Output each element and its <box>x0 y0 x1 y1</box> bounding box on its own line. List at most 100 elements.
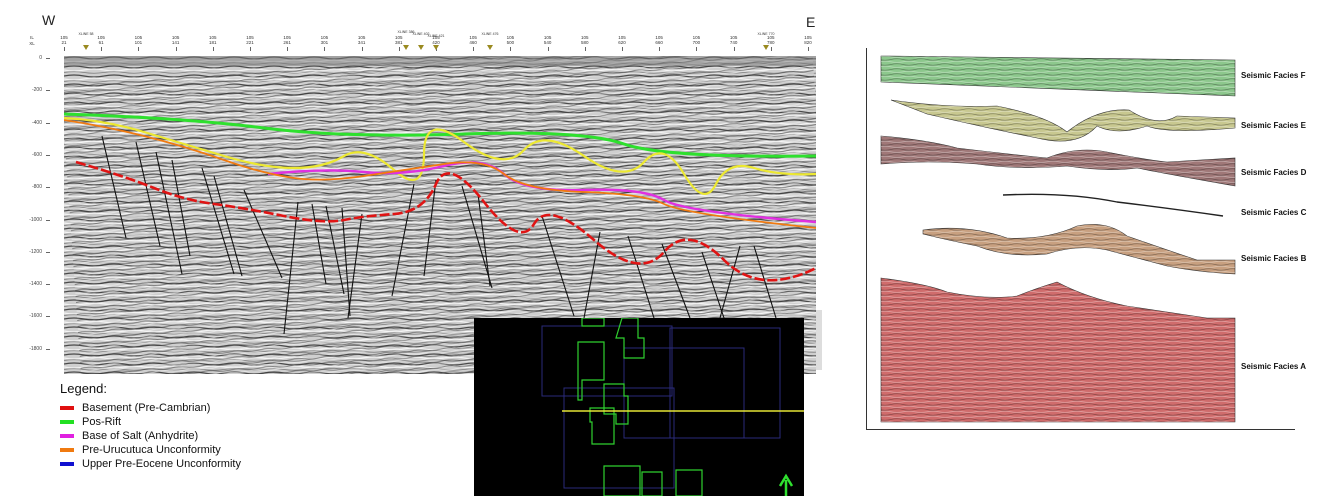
depth-tick-label: -1000 <box>29 216 42 223</box>
crossline-tick-label: 105 580 <box>581 35 589 45</box>
well-tag: XLINE 402 <box>412 32 430 36</box>
fault-lines <box>101 135 777 335</box>
north-arrow-icon <box>778 473 794 496</box>
well-marker-icon <box>403 45 409 50</box>
well-marker-icon <box>763 45 769 50</box>
crossline-tick-label: 105 141 <box>171 35 180 45</box>
legend: Basement (Pre-Cambrian) Pos-Rift Base of… <box>60 401 241 471</box>
facies-f-label: Seismic Facies F <box>1241 71 1306 80</box>
pos-rift-horizon <box>64 112 816 158</box>
seismic-section <box>64 56 816 374</box>
well-tag: XLINE 58 <box>78 32 94 36</box>
depth-tick-label: 0 <box>39 55 42 61</box>
crossline-tick-label: 105 181 <box>209 35 217 45</box>
tick-mark <box>361 47 363 51</box>
crossline-tick-label: 105 620 <box>618 35 626 45</box>
legend-item-pos-rift: Pos-Rift <box>60 415 241 429</box>
tick-mark <box>324 47 326 51</box>
legend-label: Basement (Pre-Cambrian) <box>82 402 211 414</box>
tick-mark <box>175 47 177 51</box>
legend-title: Legend: <box>60 381 107 396</box>
tick-mark <box>138 47 140 51</box>
crossline-tick-label: 105 660 <box>655 35 663 45</box>
crossline-tick-label: 105 740 <box>729 35 738 45</box>
facies-b-label: Seismic Facies B <box>1241 254 1307 263</box>
facies-panel <box>866 48 1295 430</box>
crossline-tick-label: 105 301 <box>320 35 329 45</box>
well-tag: XLINE 421 <box>427 34 445 38</box>
well-marker-icon <box>487 45 493 50</box>
xl-axis-label: XL <box>29 41 35 46</box>
il-axis-label: IL <box>30 35 34 40</box>
tick-mark <box>659 47 661 51</box>
legend-label: Base of Salt (Anhydrite) <box>82 430 199 442</box>
depth-tick-mark <box>46 58 50 59</box>
legend-label: Upper Pre-Eocene Unconformity <box>82 458 241 470</box>
crossline-tick-label: 105 221 <box>246 35 254 45</box>
crossline-tick-label: 105 460 <box>469 35 477 45</box>
depth-tick-mark <box>46 348 50 350</box>
tick-mark <box>101 47 103 51</box>
facies-c-label: Seismic Facies C <box>1241 208 1307 217</box>
basement-horizon <box>75 160 816 282</box>
depth-tick-mark <box>46 284 50 286</box>
location-map-inset <box>474 318 804 496</box>
well-marker-icon <box>83 45 89 50</box>
depth-tick-mark <box>46 90 50 92</box>
crossline-tick-label: 105 21 <box>60 35 68 45</box>
facies-a-label: Seismic Facies A <box>1241 362 1307 371</box>
map-block-outlines <box>577 318 703 496</box>
facies-shapes <box>880 55 1236 423</box>
tick-mark <box>770 47 772 51</box>
well-marker-icon <box>418 45 424 50</box>
crossline-tick-label: 105 381 <box>395 35 403 45</box>
crossline-tick-label: 105 700 <box>692 35 701 45</box>
tick-mark <box>398 47 400 51</box>
depth-tick-label: -1200 <box>29 248 42 255</box>
crossline-tick-label: 105 820 <box>804 35 812 45</box>
legend-swatch <box>60 462 74 466</box>
tick-mark <box>64 47 65 51</box>
crossline-tick-label: 105 61 <box>97 35 105 45</box>
tick-mark <box>250 47 251 51</box>
depth-tick-mark <box>46 154 50 156</box>
legend-label: Pre-Urucutuca Unconformity <box>82 444 221 456</box>
depth-tick-label: -1400 <box>29 281 42 288</box>
depth-tick-mark <box>46 316 50 318</box>
crossline-tick-label: 105 341 <box>357 35 366 45</box>
crossline-tick-label: 105 540 <box>543 35 552 45</box>
legend-swatch <box>60 406 74 410</box>
legend-item-upper-pre-eocene: Upper Pre-Eocene Unconformity <box>60 457 241 471</box>
crossline-tick-label: 105 780 <box>767 35 775 45</box>
legend-item-pre-urucutuca: Pre-Urucutuca Unconformity <box>60 443 241 457</box>
depth-tick-label: -800 <box>31 184 42 191</box>
scale-strip <box>816 310 822 370</box>
depth-tick-mark <box>46 122 50 124</box>
tick-mark <box>547 47 549 51</box>
facies-d-label: Seismic Facies D <box>1241 168 1307 177</box>
tick-mark <box>584 47 586 51</box>
depth-tick-mark <box>46 251 50 253</box>
legend-label: Pos-Rift <box>82 416 122 428</box>
crossline-tick-label: 105 261 <box>283 35 291 45</box>
tick-mark <box>212 47 214 51</box>
tick-mark <box>473 47 475 51</box>
east-label: E <box>806 14 816 30</box>
facies-e-label: Seismic Facies E <box>1241 121 1306 130</box>
legend-item-base-of-salt: Base of Salt (Anhydrite) <box>60 429 241 443</box>
well-tag: XLINE 386 <box>397 30 415 34</box>
crossline-tick-label: 105 500 <box>506 35 515 45</box>
depth-tick-mark <box>46 187 50 189</box>
tick-mark <box>287 47 289 51</box>
legend-item-basement: Basement (Pre-Cambrian) <box>60 401 241 415</box>
tick-mark <box>696 47 698 51</box>
tick-mark <box>733 47 735 51</box>
tick-mark <box>510 47 512 51</box>
well-marker-icon <box>433 45 439 50</box>
tick-mark <box>808 47 809 51</box>
crossline-tick-label: 105 101 <box>134 35 143 45</box>
legend-swatch <box>60 448 74 452</box>
facies-c-shape <box>1002 193 1224 217</box>
well-tag: XLINE 476 <box>481 32 499 36</box>
tick-mark <box>622 47 623 51</box>
